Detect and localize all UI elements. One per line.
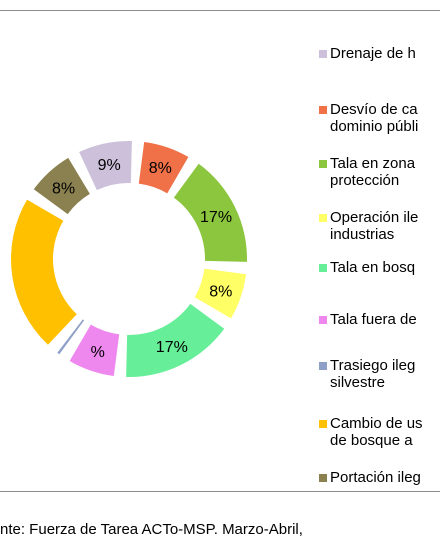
legend-label: Desvío de ca dominio públi [330, 101, 419, 135]
donut-segment-7 [57, 319, 85, 355]
legend-swatch [319, 106, 327, 114]
data-label-4: 8% [209, 283, 232, 300]
legend-label: Operación ile industrias [330, 209, 419, 243]
legend-swatch [319, 214, 327, 222]
legend-label: Portación ileg [330, 469, 421, 486]
donut-segment-6 [69, 324, 120, 377]
donut-segment-8 [11, 199, 77, 345]
legend-swatch [319, 362, 327, 370]
donut-segment-1 [79, 141, 132, 191]
data-label-3: 17% [200, 209, 232, 226]
donut-segment-2 [138, 141, 189, 194]
data-label-1: 9% [98, 157, 121, 174]
legend-label: Tala en bosq [330, 259, 416, 276]
data-label-2: 8% [149, 160, 172, 177]
legend-label: Tala fuera de [330, 311, 417, 328]
legend-label: Cambio de us de bosque a [330, 415, 423, 449]
legend-label: Drenaje de h [330, 45, 416, 62]
donut-segment-3 [173, 163, 248, 262]
donut-chart: 9% 8% 17% 8% 17%% 8% [11, 141, 248, 378]
donut-segment-5 [126, 303, 225, 378]
legend-swatch [319, 420, 327, 428]
source-footnote: nte: Fuerza de Tarea ACTo-MSP. Marzo-Abr… [0, 521, 303, 538]
data-label-5: 17% [156, 339, 188, 356]
data-label-6: % [91, 344, 105, 361]
data-label-9: 8% [52, 180, 75, 197]
legend-label: Tala en zona protección [330, 155, 416, 189]
legend-swatch [319, 316, 327, 324]
donut-segment-9 [33, 157, 90, 215]
legend-label: Trasiego ileg silvestre [330, 357, 416, 391]
legend-swatch [319, 160, 327, 168]
donut-segment-4 [194, 268, 247, 319]
legend-swatch [319, 474, 327, 482]
chart-area: 9% 8% 17% 8% 17%% 8% Drenaje de h Desvío de ca… [0, 10, 440, 492]
legend-swatch [319, 50, 327, 58]
legend-swatch [319, 264, 327, 272]
